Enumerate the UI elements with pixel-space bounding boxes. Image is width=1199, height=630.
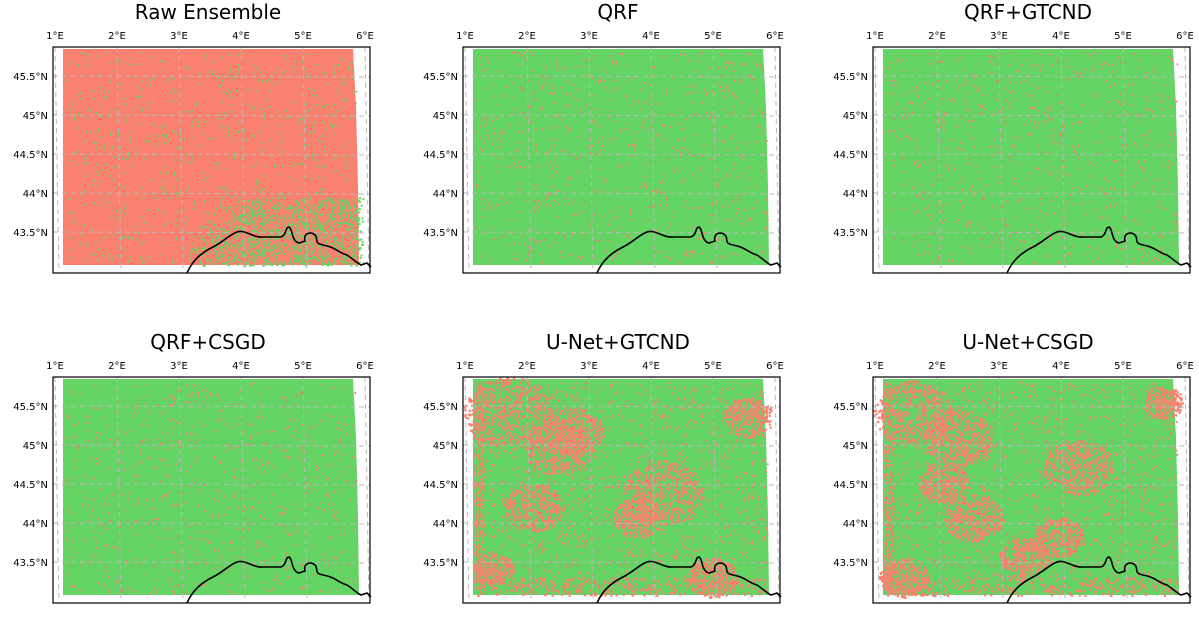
y-tick-label: 45°N [433,441,458,452]
y-tick-label: 44.5°N [423,150,458,161]
y-tick-label: 45.5°N [13,402,48,413]
x-tick-label: 6°E [1176,361,1194,372]
x-tick-label: 3°E [990,31,1008,42]
x-tick-label: 4°E [1052,361,1070,372]
y-tick-label: 45°N [23,111,48,122]
y-tick-label: 45°N [843,111,868,122]
y-tick-label: 43.5°N [13,558,48,569]
x-tick-label: 4°E [232,361,250,372]
x-tick-label: 1°E [46,31,64,42]
y-tick-label: 45°N [843,441,868,452]
x-tick-label: 5°E [294,31,312,42]
x-tick-label: 6°E [766,361,784,372]
x-tick-label: 6°E [1176,31,1194,42]
map-plot: 1°E 2°E 3°E 4°E 5°E 6°E 43.5°N 44°N 44.5°N 45°N 45… [418,330,818,630]
y-tick-label: 44°N [433,519,458,530]
y-tick-label: 43.5°N [833,558,868,569]
y-tick-label: 45.5°N [833,72,868,83]
map-plot: 1°E 2°E 3°E 4°E 5°E 6°E 43.5°N 44°N 44.5°N 45°N 45… [8,330,408,630]
y-tick-label: 44°N [23,189,48,200]
x-tick-label: 5°E [704,31,722,42]
y-tick-label: 44.5°N [13,150,48,161]
x-tick-label: 3°E [990,361,1008,372]
x-tick-label: 3°E [580,361,598,372]
x-tick-label: 6°E [356,361,374,372]
x-tick-label: 1°E [866,361,884,372]
x-tick-label: 4°E [642,31,660,42]
y-tick-label: 43.5°N [423,558,458,569]
y-tick-label: 44.5°N [833,150,868,161]
x-tick-label: 5°E [704,361,722,372]
x-tick-label: 2°E [518,31,536,42]
x-tick-label: 2°E [108,361,126,372]
x-tick-label: 2°E [928,361,946,372]
y-tick-label: 44°N [433,189,458,200]
x-tick-label: 5°E [294,361,312,372]
x-tick-label: 5°E [1114,31,1132,42]
y-tick-label: 45.5°N [423,72,458,83]
x-tick-label: 4°E [642,361,660,372]
y-tick-label: 45.5°N [423,402,458,413]
x-tick-label: 3°E [170,361,188,372]
y-tick-label: 44.5°N [833,480,868,491]
map-plot: 1°E 2°E 3°E 4°E 5°E 6°E 43.5°N 44°N 44.5°N 45°N 45… [828,0,1199,300]
y-tick-label: 43.5°N [13,228,48,239]
y-tick-label: 45°N [433,111,458,122]
x-tick-label: 1°E [456,31,474,42]
x-tick-label: 2°E [108,31,126,42]
map-plot: 1°E 2°E 3°E 4°E 5°E 6°E 43.5°N 44°N 44.5°N 45°N 45… [418,0,818,300]
y-tick-label: 43.5°N [833,228,868,239]
x-tick-label: 1°E [456,361,474,372]
x-tick-label: 4°E [1052,31,1070,42]
y-tick-label: 45.5°N [13,72,48,83]
x-tick-label: 3°E [170,31,188,42]
map-plot: 1°E 2°E 3°E 4°E 5°E 6°E 43.5°N 44°N 44.5°N 45°N 45… [8,0,408,300]
x-tick-label: 4°E [232,31,250,42]
x-tick-label: 1°E [46,361,64,372]
x-tick-label: 5°E [1114,361,1132,372]
y-tick-label: 44°N [23,519,48,530]
y-tick-label: 45.5°N [833,402,868,413]
y-tick-label: 44.5°N [13,480,48,491]
x-tick-label: 2°E [928,31,946,42]
x-tick-label: 6°E [356,31,374,42]
y-tick-label: 44°N [843,189,868,200]
x-tick-label: 3°E [580,31,598,42]
x-tick-label: 6°E [766,31,784,42]
y-tick-label: 43.5°N [423,228,458,239]
y-tick-label: 45°N [23,441,48,452]
x-tick-label: 2°E [518,361,536,372]
y-tick-label: 44°N [843,519,868,530]
y-tick-label: 44.5°N [423,480,458,491]
map-plot: 1°E 2°E 3°E 4°E 5°E 6°E 43.5°N 44°N 44.5°N 45°N 45… [828,330,1199,630]
x-tick-label: 1°E [866,31,884,42]
